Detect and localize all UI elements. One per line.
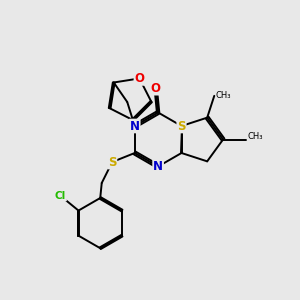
Text: S: S [177,119,186,133]
Text: N: N [153,160,163,173]
Text: S: S [108,155,116,169]
Text: CH₃: CH₃ [216,91,231,100]
Text: O: O [134,72,144,85]
Text: N: N [130,119,140,133]
Text: O: O [151,82,161,95]
Text: CH₃: CH₃ [248,132,263,141]
Text: Cl: Cl [55,190,66,201]
